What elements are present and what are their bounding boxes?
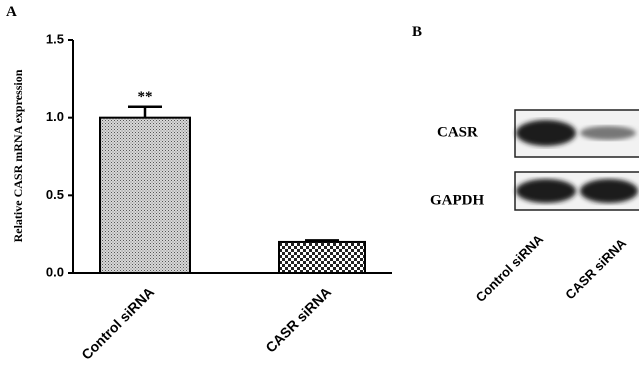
bar	[279, 242, 365, 273]
y-tick-label: 0.0	[46, 264, 64, 279]
panel-label: B	[412, 24, 422, 40]
row-label: GAPDH	[430, 192, 484, 208]
y-axis-label: Relative CASR mRNA expression	[11, 69, 25, 242]
band	[516, 179, 576, 203]
band	[580, 179, 638, 203]
x-tick-label: Control siRNA	[78, 284, 157, 363]
western-blot: B CASR GAPDH Control siRNA CASR siRNA	[412, 24, 639, 305]
figure: A Relative CASR mRNA expression B CASR G…	[0, 0, 639, 383]
page: A Relative CASR mRNA expression B CASR G…	[0, 0, 639, 383]
bar	[100, 118, 190, 273]
lane-label: Control siRNA	[473, 231, 547, 305]
band	[516, 120, 576, 146]
x-tick-label: CASR siRNA	[262, 284, 334, 356]
band	[580, 126, 636, 140]
y-tick-label: 1.5	[46, 31, 64, 46]
row-label: CASR	[437, 124, 478, 140]
annotation: **	[138, 89, 153, 105]
y-tick-label: 0.5	[46, 187, 64, 202]
lane-label: CASR siRNA	[562, 235, 629, 302]
panel-label: A	[6, 4, 17, 20]
y-tick-label: 1.0	[46, 109, 64, 124]
error-bar	[128, 107, 162, 118]
